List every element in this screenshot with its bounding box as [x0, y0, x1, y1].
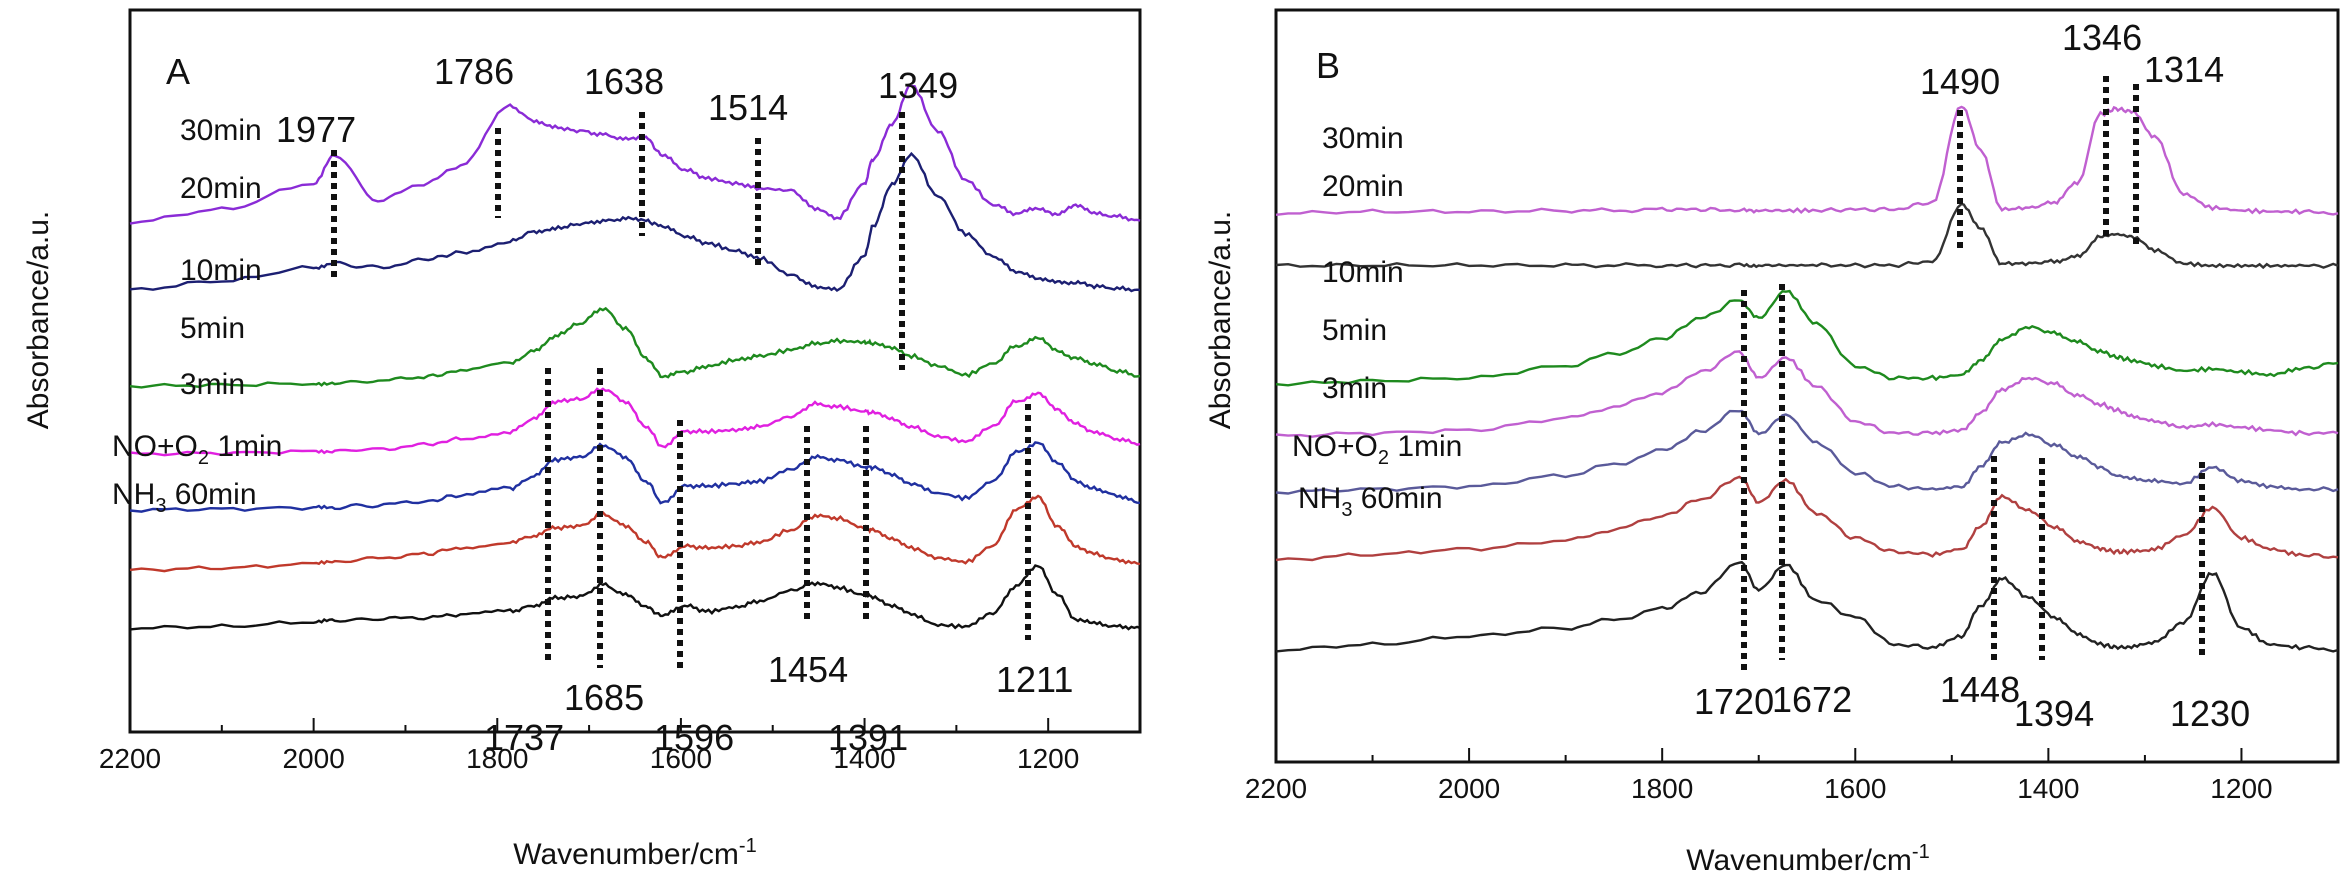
series-label-no-o2-1min: NO+O2 1min — [1292, 430, 1462, 469]
peak-label-1720: 1720 — [1694, 681, 1774, 722]
series-label-30min: 30min — [180, 114, 262, 147]
panel-b-peak-markers — [1741, 76, 2205, 670]
panel-a-y-axis-label: Absorbance/a.u. — [22, 211, 55, 429]
panel-b: B 2200 2000 1800 1600 1400 1200 30min 20min 10m… — [1204, 8, 2340, 877]
series-label-no-o2-1min: NO+O2 1min — [112, 430, 282, 469]
series-line-no-o2-1min — [129, 494, 1141, 573]
peak-label-1685: 1685 — [564, 677, 644, 718]
panel-b-curves — [1275, 105, 2339, 653]
x-tick-label-1400: 1400 — [833, 743, 895, 774]
series-line-3min — [129, 441, 1141, 513]
peak-label-1786: 1786 — [434, 51, 514, 92]
series-label-20min: 20min — [1322, 170, 1404, 203]
panel-a-ticks: 2200 2000 1800 1600 1400 1200 — [99, 718, 1079, 774]
x-tick-label-1200: 1200 — [2210, 773, 2272, 804]
panel-b-ticks: 2200 2000 1800 1600 1400 1200 — [1245, 748, 2273, 804]
panel-b-label: B — [1316, 45, 1340, 86]
peak-label-1454: 1454 — [768, 649, 848, 690]
series-line-20min — [129, 151, 1141, 293]
peak-label-1977: 1977 — [276, 109, 356, 150]
series-label-3min: 3min — [1322, 372, 1387, 405]
panel-a-label: A — [166, 51, 190, 92]
peak-label-1490: 1490 — [1920, 61, 2000, 102]
series-line-nh3-60min — [1275, 560, 2339, 653]
peak-label-1638: 1638 — [584, 61, 664, 102]
series-label-5min: 5min — [180, 312, 245, 345]
series-line-3min — [1275, 409, 2339, 495]
peak-label-1596: 1596 — [654, 717, 734, 758]
series-label-nh3-60min: NH3 60min — [1298, 482, 1443, 521]
peak-label-1211: 1211 — [996, 659, 1073, 700]
peak-label-1346: 1346 — [2062, 17, 2142, 58]
peak-label-1230: 1230 — [2170, 693, 2250, 734]
x-tick-label-1400: 1400 — [2017, 773, 2079, 804]
x-tick-label-2200: 2200 — [1245, 773, 1307, 804]
x-tick-label-1600: 1600 — [1824, 773, 1886, 804]
series-line-20min — [1275, 202, 2339, 270]
panel-a: A 2200 2000 1800 1600 1400 1200 30min 20min 10m… — [22, 8, 1142, 871]
series-label-10min: 10min — [1322, 256, 1404, 289]
series-line-no-o2-1min — [1275, 475, 2339, 562]
panel-b-y-axis-label: Absorbance/a.u. — [1204, 211, 1237, 429]
x-tick-label-1800: 1800 — [1631, 773, 1693, 804]
panel-b-frame — [1274, 8, 2340, 764]
series-line-10min — [1275, 289, 2339, 387]
panel-a-series-labels: 30min 20min 10min 5min 3min NO+O2 1min NH3 60m… — [112, 114, 282, 517]
x-tick-label-2000: 2000 — [1438, 773, 1500, 804]
peak-label-1448: 1448 — [1940, 669, 2020, 710]
series-line-5min — [1275, 350, 2339, 438]
panel-b-series-labels: 30min 20min 10min 5min 3min NO+O2 1min NH3 60m… — [1292, 122, 1462, 521]
peak-label-1314: 1314 — [2144, 49, 2224, 90]
series-label-5min: 5min — [1322, 314, 1387, 347]
peak-label-1514: 1514 — [708, 87, 788, 128]
x-tick-label-1600: 1600 — [650, 743, 712, 774]
peak-label-1391: 1391 — [828, 717, 908, 758]
series-label-20min: 20min — [180, 172, 262, 205]
series-line-30min — [1275, 105, 2339, 216]
series-line-nh3-60min — [129, 564, 1141, 631]
x-tick-label-1200: 1200 — [1017, 743, 1079, 774]
panel-b-x-axis-label: Wavenumber/cm-1 — [1686, 841, 1929, 877]
series-label-nh3-60min: NH3 60min — [112, 478, 257, 517]
panel-a-curves — [129, 84, 1141, 631]
series-line-5min — [129, 387, 1141, 457]
x-tick-label-2000: 2000 — [282, 743, 344, 774]
peak-label-1394: 1394 — [2014, 693, 2094, 734]
series-line-30min — [129, 84, 1141, 225]
panel-a-x-axis-label: Wavenumber/cm-1 — [513, 835, 756, 871]
series-label-3min: 3min — [180, 368, 245, 401]
series-line-10min — [129, 306, 1141, 389]
x-tick-label-2200: 2200 — [99, 743, 161, 774]
x-tick-label-1800: 1800 — [466, 743, 528, 774]
series-label-30min: 30min — [1322, 122, 1404, 155]
peak-label-1737: 1737 — [484, 717, 564, 758]
series-label-10min: 10min — [180, 254, 262, 287]
peak-label-1672: 1672 — [1772, 679, 1852, 720]
panel-a-frame — [128, 8, 1142, 734]
peak-label-1349: 1349 — [878, 65, 958, 106]
panel-a-peak-markers — [331, 112, 1031, 668]
